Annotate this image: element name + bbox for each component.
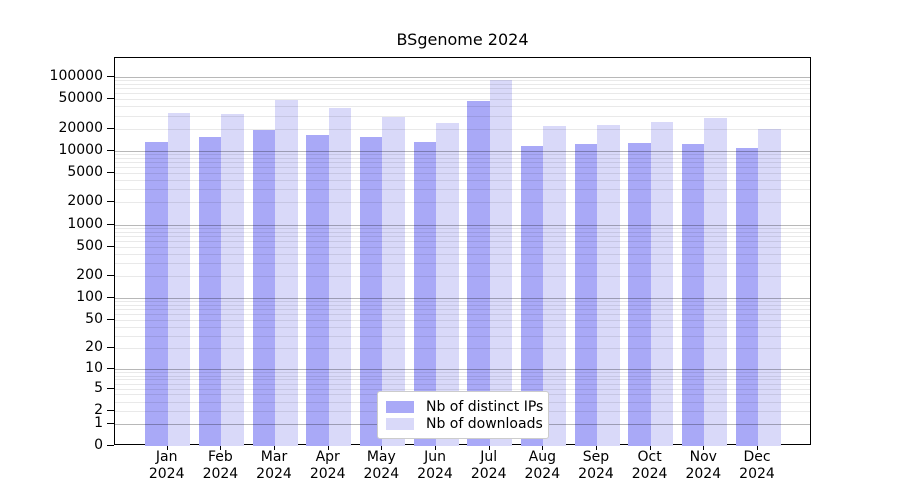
bar-downloads-may-2024 bbox=[382, 117, 405, 446]
y-tick-label-2000: 2000 bbox=[67, 193, 103, 210]
bar-distinct-ips-dec-2024 bbox=[735, 148, 758, 446]
y-tick-label-100: 100 bbox=[76, 289, 103, 306]
y-tick-mark-1000 bbox=[107, 223, 114, 225]
y-tick-mark-50000 bbox=[107, 98, 114, 100]
x-tick-label-mar-2024: Mar 2024 bbox=[256, 449, 292, 482]
x-tick-label-apr-2024: Apr 2024 bbox=[309, 449, 346, 482]
legend-label-distinct-ips: Nb of distinct IPs bbox=[426, 398, 544, 415]
bar-downloads-nov-2024 bbox=[704, 117, 727, 446]
bar-downloads-jan-2024 bbox=[167, 113, 191, 446]
y-tick-label-500: 500 bbox=[76, 237, 103, 254]
x-tick-label-oct-2024: Oct 2024 bbox=[631, 449, 668, 482]
y-tick-label-20: 20 bbox=[85, 339, 103, 356]
x-tick-mark-apr-2024 bbox=[327, 445, 329, 450]
bar-downloads-feb-2024 bbox=[221, 114, 244, 446]
bar-distinct-ips-apr-2024 bbox=[306, 135, 329, 446]
y-tick-mark-100000 bbox=[107, 76, 114, 77]
bar-distinct-ips-jul-2024 bbox=[467, 100, 490, 446]
bar-distinct-ips-jan-2024 bbox=[145, 142, 168, 446]
bar-distinct-ips-may-2024 bbox=[359, 136, 383, 446]
x-tick-mark-feb-2024 bbox=[220, 445, 222, 450]
y-tick-mark-5 bbox=[107, 387, 114, 389]
bar-distinct-ips-mar-2024 bbox=[252, 130, 275, 446]
x-tick-mark-jul-2024 bbox=[488, 445, 490, 450]
x-tick-label-sep-2024: Sep 2024 bbox=[578, 449, 614, 482]
y-tick-label-10: 10 bbox=[85, 360, 103, 377]
bar-downloads-apr-2024 bbox=[328, 108, 352, 446]
y-tick-mark-500 bbox=[107, 245, 114, 247]
bar-distinct-ips-nov-2024 bbox=[681, 144, 705, 446]
plot-area bbox=[114, 57, 811, 446]
chart-title: BSgenome 2024 bbox=[396, 30, 529, 49]
legend-label-downloads: Nb of downloads bbox=[426, 415, 543, 432]
legend-swatch-downloads bbox=[386, 417, 414, 430]
y-tick-label-200: 200 bbox=[76, 267, 103, 283]
bar-downloads-sep-2024 bbox=[597, 124, 620, 446]
y-tick-mark-20 bbox=[107, 347, 114, 349]
y-tick-label-50000: 50000 bbox=[58, 90, 103, 107]
x-tick-mark-may-2024 bbox=[381, 445, 383, 450]
y-tick-label-1: 1 bbox=[94, 414, 103, 431]
x-tick-label-jul-2024: Jul 2024 bbox=[470, 449, 507, 482]
x-tick-mark-nov-2024 bbox=[703, 445, 705, 450]
bar-downloads-dec-2024 bbox=[758, 129, 781, 446]
y-tick-mark-50 bbox=[107, 319, 114, 320]
x-tick-mark-jun-2024 bbox=[435, 445, 436, 450]
x-tick-mark-dec-2024 bbox=[757, 445, 758, 450]
x-tick-label-may-2024: May 2024 bbox=[363, 449, 400, 482]
y-tick-mark-200 bbox=[107, 275, 114, 276]
bar-distinct-ips-feb-2024 bbox=[198, 137, 222, 446]
bar-downloads-jul-2024 bbox=[489, 80, 513, 446]
bar-distinct-ips-sep-2024 bbox=[574, 144, 597, 446]
y-tick-label-50: 50 bbox=[85, 311, 103, 327]
bar-distinct-ips-oct-2024 bbox=[628, 143, 651, 446]
y-tick-label-20000: 20000 bbox=[58, 119, 103, 136]
y-tick-mark-10000 bbox=[107, 149, 114, 151]
x-tick-label-jun-2024: Jun 2024 bbox=[417, 449, 453, 482]
legend-swatch-distinct-ips bbox=[386, 400, 414, 413]
x-tick-label-aug-2024: Aug 2024 bbox=[524, 449, 561, 482]
legend-item-downloads: Nb of downloads bbox=[386, 415, 543, 432]
x-tick-mark-sep-2024 bbox=[596, 445, 597, 450]
y-tick-label-2: 2 bbox=[94, 401, 103, 418]
x-tick-mark-jan-2024 bbox=[166, 445, 168, 450]
y-tick-label-1000: 1000 bbox=[67, 215, 103, 232]
y-tick-mark-1 bbox=[107, 422, 114, 424]
bar-downloads-mar-2024 bbox=[275, 100, 298, 446]
bar-downloads-aug-2024 bbox=[543, 125, 566, 446]
x-tick-label-feb-2024: Feb 2024 bbox=[202, 449, 239, 482]
y-tick-label-5000: 5000 bbox=[67, 164, 103, 180]
legend-item-distinct-ips: Nb of distinct IPs bbox=[386, 398, 544, 415]
x-tick-mark-aug-2024 bbox=[542, 445, 544, 450]
y-tick-mark-2000 bbox=[107, 201, 114, 203]
y-tick-mark-2 bbox=[107, 409, 114, 411]
bars-layer bbox=[115, 58, 810, 446]
y-tick-label-5: 5 bbox=[94, 379, 103, 396]
x-tick-mark-mar-2024 bbox=[274, 445, 275, 450]
y-tick-mark-10 bbox=[107, 368, 114, 370]
y-tick-label-0: 0 bbox=[94, 437, 103, 453]
y-tick-mark-20000 bbox=[107, 127, 114, 129]
x-tick-label-dec-2024: Dec 2024 bbox=[739, 449, 775, 482]
x-tick-label-jan-2024: Jan 2024 bbox=[148, 449, 185, 482]
y-tick-mark-100 bbox=[107, 297, 114, 299]
bar-downloads-jun-2024 bbox=[436, 122, 459, 446]
y-tick-mark-0 bbox=[107, 445, 114, 446]
bar-distinct-ips-jun-2024 bbox=[413, 141, 436, 446]
x-tick-label-nov-2024: Nov 2024 bbox=[685, 449, 722, 482]
y-tick-mark-5000 bbox=[107, 172, 114, 173]
y-tick-label-100000: 100000 bbox=[49, 68, 103, 84]
legend: Nb of distinct IPs Nb of downloads bbox=[377, 391, 549, 439]
bar-downloads-oct-2024 bbox=[650, 121, 674, 446]
y-tick-label-10000: 10000 bbox=[58, 141, 103, 158]
x-tick-mark-oct-2024 bbox=[649, 445, 651, 450]
bar-distinct-ips-aug-2024 bbox=[520, 146, 544, 446]
